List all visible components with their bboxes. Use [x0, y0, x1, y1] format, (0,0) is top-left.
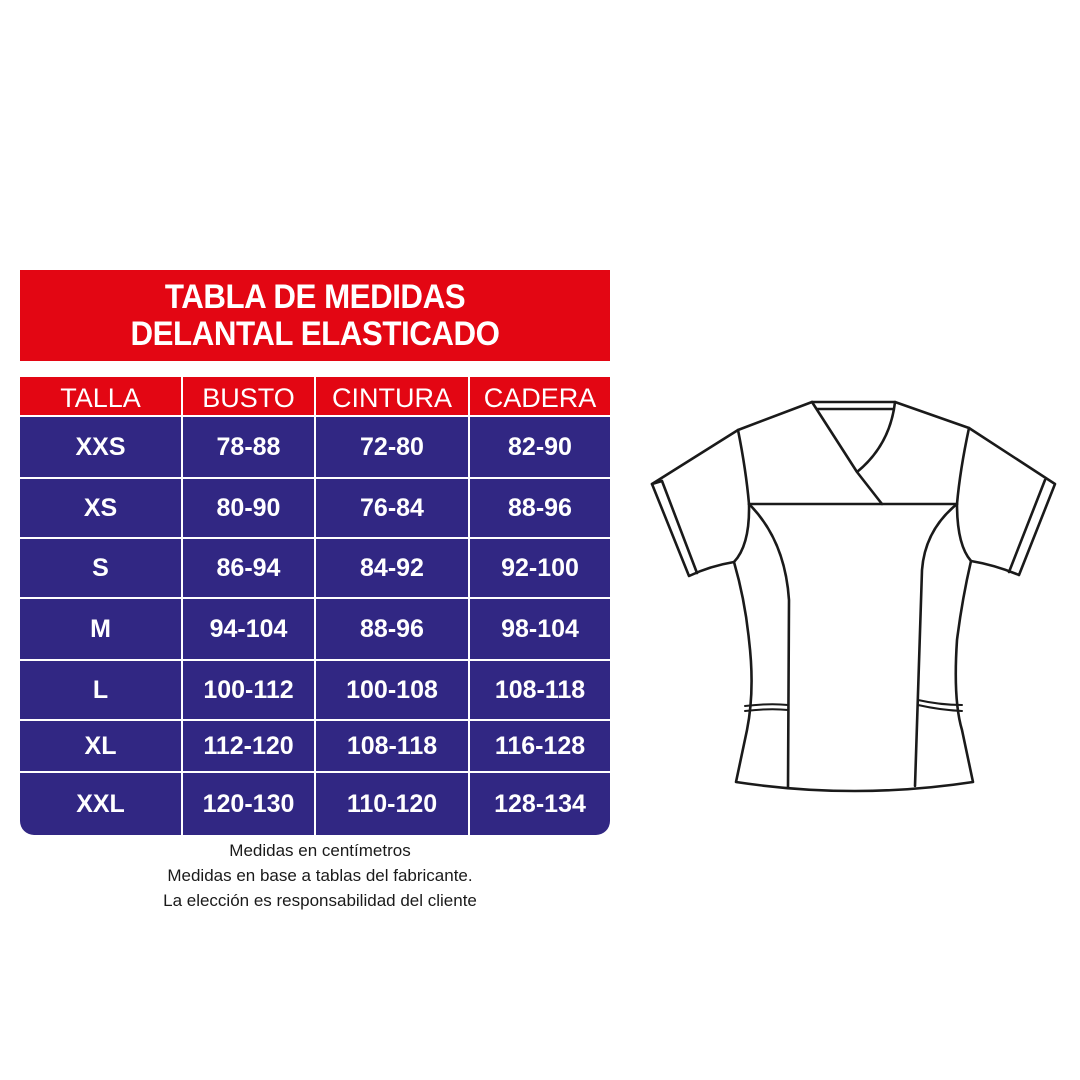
table-row: XXS 78-88 72-80 82-90 [20, 417, 610, 477]
table-row: XXL 120-130 110-120 128-134 [20, 773, 610, 835]
right-armhole [955, 426, 973, 563]
busto-cell: 78-88 [183, 417, 314, 477]
busto-cell: 86-94 [183, 539, 314, 597]
cintura-cell: 72-80 [316, 417, 468, 477]
size-cell: XXS [20, 417, 181, 477]
table-row: M 94-104 88-96 98-104 [20, 599, 610, 659]
table-header-row: TALLA BUSTO CINTURA CADERA [20, 377, 610, 415]
neckline [810, 400, 897, 506]
busto-cell: 94-104 [183, 599, 314, 659]
header-cadera: CADERA [470, 377, 610, 415]
right-sleeve-stripe [1007, 478, 1047, 574]
note-units: Medidas en centímetros [229, 841, 411, 860]
size-cell: S [20, 539, 181, 597]
busto-cell: 80-90 [183, 479, 314, 537]
note-source: Medidas en base a tablas del fabricante. [167, 866, 473, 885]
busto-cell: 120-130 [183, 773, 314, 835]
left-armhole [732, 428, 751, 564]
table-row: S 86-94 84-92 92-100 [20, 539, 610, 597]
busto-cell: 112-120 [183, 721, 314, 771]
cadera-cell: 128-134 [470, 773, 610, 835]
size-cell: XXL [20, 773, 181, 835]
size-cell: L [20, 661, 181, 719]
cadera-cell: 98-104 [470, 599, 610, 659]
header-busto: BUSTO [183, 377, 314, 415]
title-line-2: DELANTAL ELASTICADO [130, 315, 500, 353]
busto-cell: 100-112 [183, 661, 314, 719]
footnotes: Medidas en centímetros Medidas en base a… [20, 838, 620, 913]
cintura-cell: 108-118 [316, 721, 468, 771]
table-row: XL 112-120 108-118 116-128 [20, 721, 610, 771]
cintura-cell: 100-108 [316, 661, 468, 719]
cadera-cell: 92-100 [470, 539, 610, 597]
note-responsibility: La elección es responsabilidad del clien… [163, 891, 477, 910]
cintura-cell: 76-84 [316, 479, 468, 537]
header-cintura: CINTURA [316, 377, 468, 415]
cadera-cell: 116-128 [470, 721, 610, 771]
right-panel-seam [913, 502, 959, 788]
right-pocket [917, 699, 963, 712]
left-pocket [744, 703, 789, 712]
header-talla: TALLA [20, 377, 181, 415]
size-table: TALLA BUSTO CINTURA CADERA XXS 78-88 72-80… [20, 377, 610, 837]
left-sleeve-stripe [650, 479, 699, 575]
cadera-cell: 88-96 [470, 479, 610, 537]
size-cell: M [20, 599, 181, 659]
cintura-cell: 88-96 [316, 599, 468, 659]
shirt-outline [650, 400, 1057, 793]
left-panel-seam [747, 502, 791, 790]
cadera-cell: 108-118 [470, 661, 610, 719]
table-row: XS 80-90 76-84 88-96 [20, 479, 610, 537]
cintura-cell: 110-120 [316, 773, 468, 835]
cintura-cell: 84-92 [316, 539, 468, 597]
chart-title: TABLA DE MEDIDAS DELANTAL ELASTICADO [20, 270, 610, 361]
title-line-1: TABLA DE MEDIDAS [164, 278, 466, 316]
size-cell: XL [20, 721, 181, 771]
cadera-cell: 82-90 [470, 417, 610, 477]
table-row: L 100-112 100-108 108-118 [20, 661, 610, 719]
size-cell: XS [20, 479, 181, 537]
